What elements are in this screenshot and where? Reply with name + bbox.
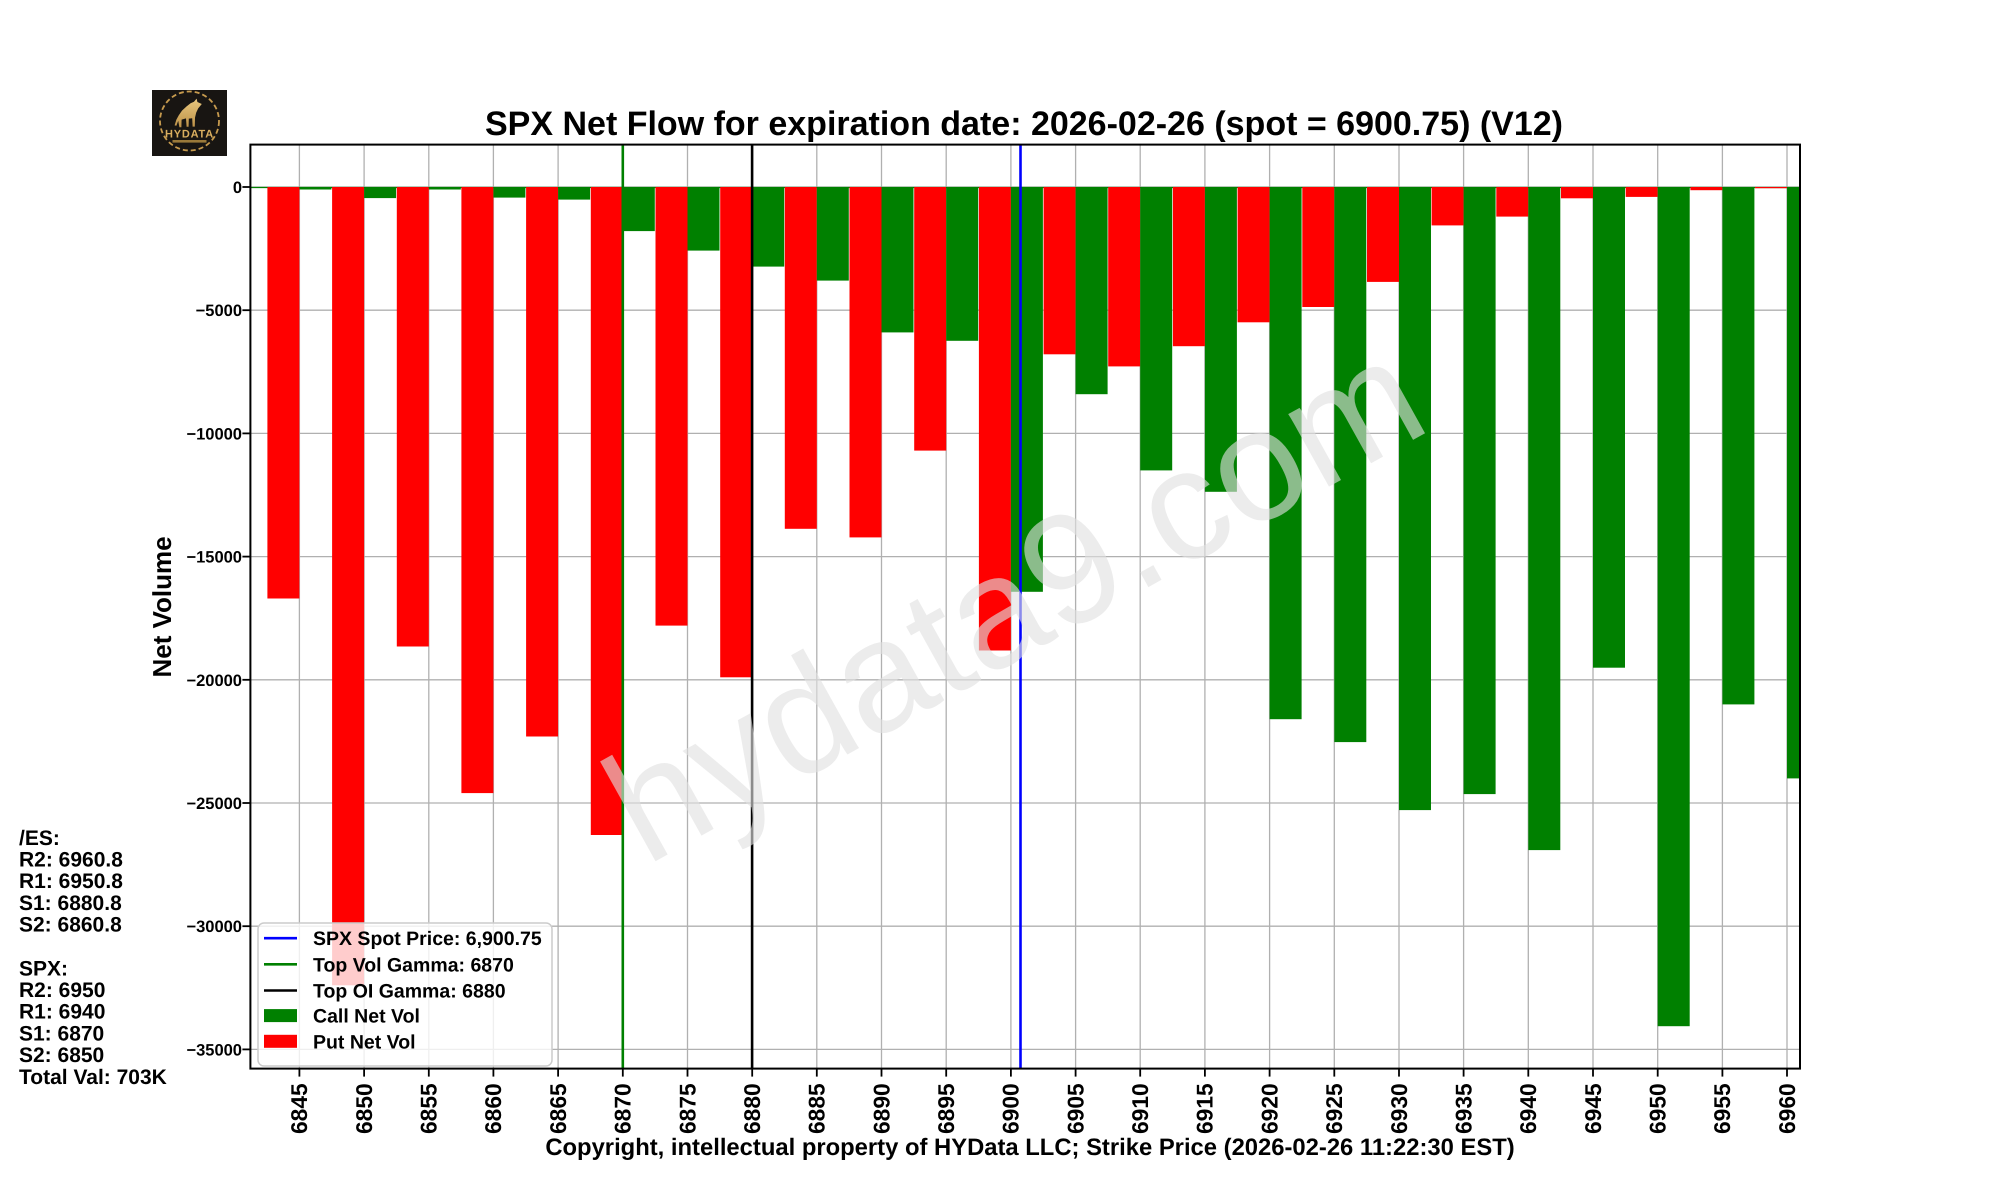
svg-text:6920: 6920	[1256, 1083, 1282, 1134]
svg-text:SPX Spot Price: 6,900.75: SPX Spot Price: 6,900.75	[313, 928, 542, 950]
svg-text:−10000: −10000	[186, 425, 242, 443]
svg-text:6905: 6905	[1062, 1083, 1088, 1134]
svg-text:Top OI Gamma: 6880: Top OI Gamma: 6880	[313, 981, 506, 1003]
svg-text:HYDATA: HYDATA	[165, 129, 214, 141]
svg-text:Total Val: 703K: Total Val: 703K	[19, 1066, 167, 1089]
svg-text:S2: 6850: S2: 6850	[19, 1044, 104, 1067]
svg-text:Call Net Vol: Call Net Vol	[313, 1006, 420, 1028]
svg-text:−5000: −5000	[196, 302, 242, 320]
svg-text:6935: 6935	[1450, 1083, 1476, 1134]
svg-text:6845: 6845	[286, 1083, 312, 1134]
svg-text:R2: 6960.8: R2: 6960.8	[19, 849, 123, 872]
svg-text:−35000: −35000	[186, 1041, 242, 1059]
svg-text:6945: 6945	[1580, 1083, 1606, 1134]
svg-text:Copyright, intellectual proper: Copyright, intellectual property of HYDa…	[545, 1134, 1514, 1161]
svg-text:−30000: −30000	[186, 918, 242, 936]
svg-text:−15000: −15000	[186, 549, 242, 567]
svg-text:Net Volume: Net Volume	[147, 536, 177, 677]
svg-text:6930: 6930	[1386, 1083, 1412, 1134]
svg-text:6850: 6850	[351, 1083, 377, 1134]
svg-text:6950: 6950	[1645, 1083, 1671, 1134]
svg-text:S2: 6860.8: S2: 6860.8	[19, 914, 122, 937]
svg-text:R1: 6940: R1: 6940	[19, 1001, 105, 1024]
svg-text:6925: 6925	[1321, 1083, 1347, 1134]
svg-text:6865: 6865	[545, 1083, 571, 1134]
svg-text:6860: 6860	[480, 1083, 506, 1134]
svg-text:6960: 6960	[1774, 1083, 1800, 1134]
svg-text:6955: 6955	[1709, 1083, 1735, 1134]
svg-text:Top Vol Gamma: 6870: Top Vol Gamma: 6870	[313, 954, 514, 976]
svg-text:6855: 6855	[416, 1083, 442, 1134]
svg-text:6895: 6895	[933, 1083, 959, 1134]
svg-text:6890: 6890	[868, 1083, 894, 1134]
svg-text:R1: 6950.8: R1: 6950.8	[19, 870, 123, 893]
svg-text:Put Net Vol: Put Net Vol	[313, 1031, 416, 1053]
svg-text:6940: 6940	[1515, 1083, 1541, 1134]
svg-text:SPX Net Flow for expiration da: SPX Net Flow for expiration date: 2026-0…	[485, 105, 1563, 143]
svg-text:−25000: −25000	[186, 795, 242, 813]
svg-text:S1: 6870: S1: 6870	[19, 1022, 104, 1045]
svg-text:6915: 6915	[1192, 1083, 1218, 1134]
svg-text:/ES:: /ES:	[19, 827, 60, 850]
svg-text:6875: 6875	[674, 1083, 700, 1134]
svg-text:−20000: −20000	[186, 672, 242, 690]
svg-text:6900: 6900	[998, 1083, 1024, 1134]
svg-text:R2: 6950: R2: 6950	[19, 979, 105, 1002]
svg-text:6885: 6885	[804, 1083, 830, 1134]
svg-text:SPX:: SPX:	[19, 957, 68, 980]
svg-text:6910: 6910	[1127, 1083, 1153, 1134]
svg-text:6880: 6880	[739, 1083, 765, 1134]
svg-text:0: 0	[233, 179, 242, 197]
svg-text:6870: 6870	[610, 1083, 636, 1134]
svg-text:S1: 6880.8: S1: 6880.8	[19, 892, 122, 915]
